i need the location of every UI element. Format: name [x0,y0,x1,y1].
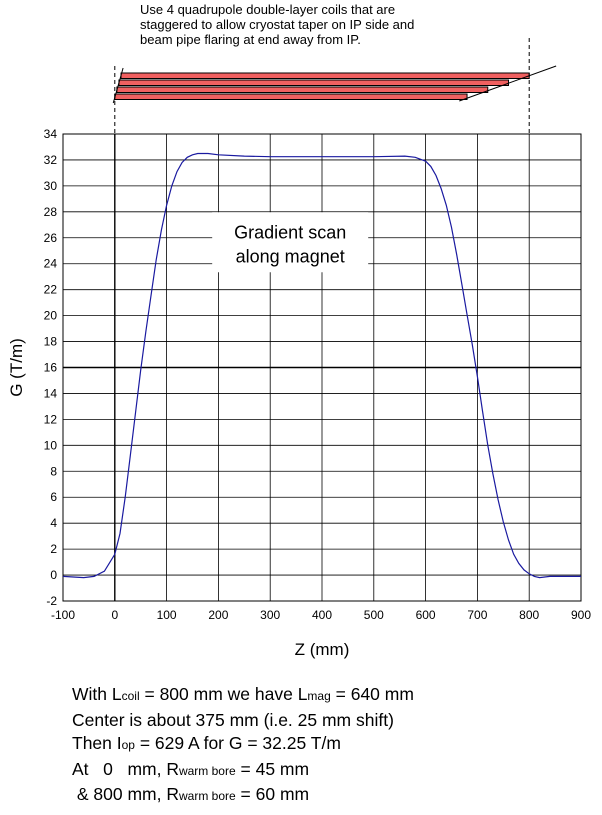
x-tick-label: 300 [260,608,280,622]
note-text: & 800 mm, R [72,784,179,804]
coil-diagram [112,38,557,134]
note-text: = 800 mm we have L [139,684,308,704]
y-tick-label: 14 [44,386,58,400]
x-tick-label: 700 [467,608,487,622]
x-tick-label: 0 [111,608,118,622]
y-tick-label: 2 [50,542,57,556]
annotation-bg [212,212,369,273]
note-text: At 0 mm, R [72,758,179,779]
y-tick-label: 12 [44,412,58,426]
x-tick-label: 200 [208,608,228,622]
gradient-series-line [62,152,581,579]
y-tick-label: 18 [44,335,58,349]
y-tick-label: 22 [44,283,58,297]
annotation-text: along magnet [236,246,345,266]
y-tick-label: 0 [50,568,57,582]
note-text: = 640 mm [330,684,414,704]
y-tick-label: 10 [44,438,58,452]
coil-bar [116,86,489,93]
x-tick-label: -100 [51,608,75,622]
chart-axes [62,133,582,602]
y-tick-label: 30 [44,179,58,193]
y-tick-label: 16 [44,361,58,375]
notes-block: With Lcoil = 800 mm we have Lmag = 640 m… [72,683,414,809]
note-line: At 0 mm, Rwarm bore = 45 mm [72,758,414,784]
y-tick-label: 28 [44,205,58,219]
note-text: Center is about 375 mm (i.e. 25 mm shift… [72,709,394,730]
note-line: & 800 mm, Rwarm bore = 60 mm [72,783,414,809]
x-axis-title: Z (mm) [295,640,350,659]
note-subscript: coil [121,689,140,703]
note-line: Then Iop = 629 A for G = 32.25 T/m [72,732,414,758]
coil-bar [114,93,468,100]
note-text: Then I [72,733,122,753]
y-tick-label: 24 [44,257,58,271]
note-text: = 45 mm [235,758,310,779]
x-tick-label: 600 [416,608,436,622]
y-tick-label: 34 [44,127,58,141]
note-text: With L [72,684,122,704]
x-tick-label: 500 [364,608,384,622]
note-subscript: mag [307,689,331,703]
top-note: Use 4 quadrupole double-layer coils that… [140,2,415,47]
y-tick-label: 4 [50,516,57,530]
note-subscript: op [121,738,135,752]
y-tick-label: 26 [44,231,58,245]
note-line: Center is about 375 mm (i.e. 25 mm shift… [72,709,414,733]
chart-series [62,152,581,579]
y-tick-label: 8 [50,464,57,478]
note-subscript: warm bore [178,789,236,803]
y-tick-label: -2 [46,594,57,608]
note-text: = 60 mm [235,784,310,804]
x-tick-label: 800 [519,608,539,622]
coil-bar [118,79,509,86]
y-tick-label: 20 [44,309,58,323]
x-tick-label: 900 [571,608,591,622]
taper-line-right [459,65,557,102]
x-tick-label: 400 [312,608,332,622]
coil-bar [120,72,530,79]
y-tick-label: 32 [44,153,58,167]
note-subscript: warm bore [178,763,236,778]
plot-frame [62,133,582,602]
x-tick-label: 100 [157,608,177,622]
annotation-text: Gradient scan [234,222,346,242]
y-tick-label: 6 [50,490,57,504]
note-text: = 629 A for G = 32.25 T/m [134,733,341,753]
note-line: With Lcoil = 800 mm we have Lmag = 640 m… [72,683,414,709]
y-axis-title: G (T/m) [7,338,26,397]
